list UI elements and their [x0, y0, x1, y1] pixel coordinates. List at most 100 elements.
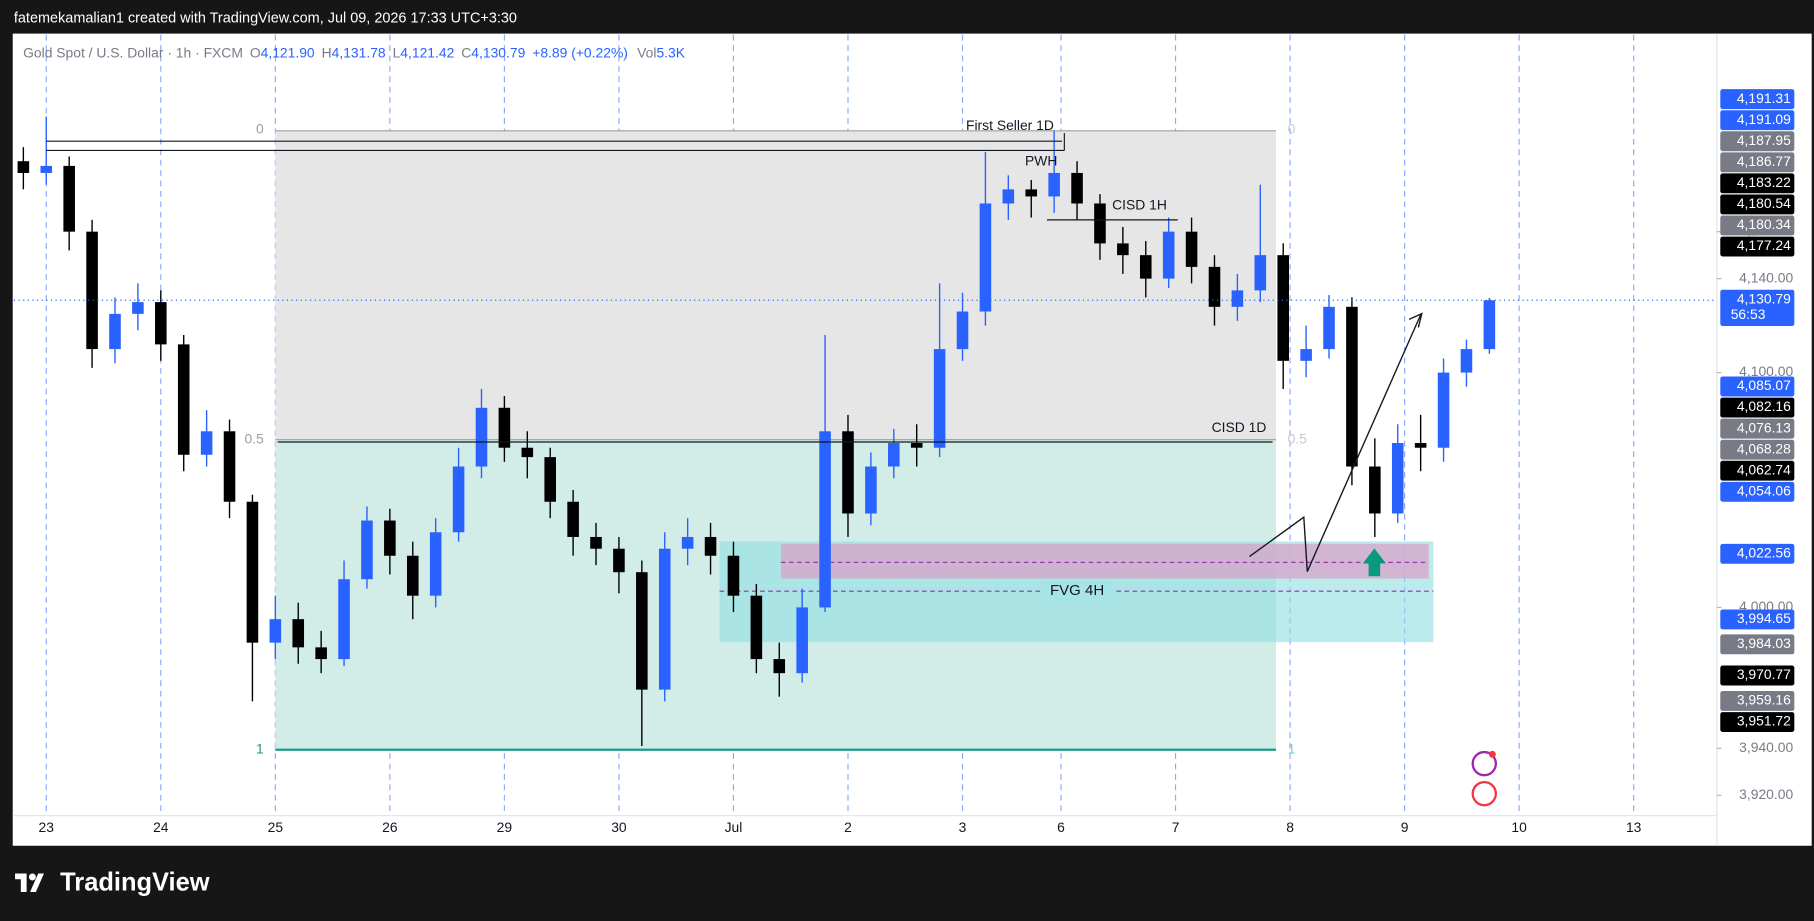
candle-body [1391, 443, 1404, 514]
event-dot [1488, 750, 1496, 758]
arrow-head [1408, 312, 1423, 328]
fib-retracement: 0 0.5 1 0 0.5 1 [244, 120, 1307, 756]
legend-key: C [461, 44, 471, 60]
logo-mark [15, 873, 44, 893]
price-label: 4,062.74 [1737, 461, 1791, 477]
price-label: 4,082.16 [1737, 398, 1791, 414]
fib-label: 0 [256, 120, 264, 136]
candle-body [842, 431, 854, 514]
price-label: 4,180.34 [1737, 216, 1791, 232]
x-tick-label: 23 [39, 819, 55, 835]
legend-change: +8.89 (+0.22%) [532, 44, 628, 60]
fvg-zone: FVG 4H [719, 541, 1434, 643]
price-label-box [1720, 152, 1795, 173]
price-label: 4,191.31 [1737, 90, 1791, 106]
candle-body [681, 536, 694, 549]
candle-body [1208, 266, 1221, 307]
candle-body [910, 443, 923, 448]
candle-body [200, 431, 213, 455]
price-label: 4,130.79 [1737, 290, 1791, 306]
candle-body [796, 607, 808, 674]
event-icon [1471, 780, 1498, 807]
x-tick-label: 3 [959, 819, 967, 835]
candle-body [109, 313, 121, 350]
legend-key: O [250, 44, 261, 60]
candle-body [590, 536, 602, 549]
candle-body [40, 165, 53, 173]
candle-body [1483, 300, 1496, 350]
price-label-box [1720, 89, 1795, 110]
candle-body [452, 466, 465, 533]
candle-body [704, 536, 717, 556]
annotation-label: CISD 1D [1212, 419, 1267, 435]
candle-body [1162, 231, 1175, 279]
candle-body [613, 548, 625, 573]
candle-body [269, 619, 282, 643]
candle-body [658, 548, 671, 690]
price-label: 4,183.22 [1737, 174, 1791, 190]
candle-body [727, 555, 740, 596]
candle-body [429, 532, 442, 596]
x-tick-label: 10 [1511, 819, 1527, 835]
fib-upper-zone [275, 130, 1277, 440]
candle-body [155, 302, 167, 345]
legend-value: 4,131.78 [332, 44, 386, 60]
x-tick-label: Jul [725, 819, 743, 835]
footer-logo: TradingView [60, 869, 210, 897]
legend: Gold Spot / U.S. Dollar · 1h · FXCM O4,12… [23, 44, 686, 60]
price-label-box [1720, 418, 1795, 439]
candle-body [1025, 189, 1038, 197]
candle-body [956, 311, 969, 350]
x-tick-label: 29 [497, 819, 513, 835]
fib-label: 1 [1288, 740, 1296, 756]
candle-body [1094, 203, 1106, 244]
x-tick-label: 24 [153, 819, 169, 835]
fib-label: 1 [256, 740, 264, 756]
price-label-box [1720, 665, 1795, 686]
price-label: 3,994.65 [1737, 610, 1791, 626]
price-label-box [1720, 173, 1795, 194]
candle-body [819, 431, 831, 608]
candle-body [544, 457, 556, 502]
price-label-box [1720, 712, 1795, 732]
price-label-box [1720, 289, 1795, 327]
price-label: 4,085.07 [1737, 377, 1791, 393]
up-arrow [1362, 548, 1386, 577]
x-tick-label: 26 [382, 819, 398, 835]
candle-body [1323, 306, 1335, 350]
legend-value: 4,121.42 [400, 44, 454, 60]
candle-body [773, 659, 786, 674]
price-label: 3,951.72 [1737, 713, 1791, 729]
x-tick-label: 2 [844, 819, 852, 835]
candle-body [1300, 349, 1312, 361]
x-tick-label: 6 [1057, 819, 1065, 835]
annotation-label: PWH [1025, 153, 1057, 169]
axes: 232425262930Jul23678910134,160.004,140.0… [39, 89, 1795, 835]
candle-body [933, 349, 946, 448]
candles [13, 116, 1717, 746]
price-label: 4,054.06 [1737, 482, 1791, 498]
x-tick-label: 7 [1172, 819, 1180, 835]
legend-value: 5.3K [656, 44, 685, 60]
x-tick-label: 13 [1626, 819, 1642, 835]
candle-body [132, 302, 144, 314]
price-label: 4,186.77 [1737, 153, 1791, 169]
candle-body [475, 407, 488, 467]
x-tick-label: 8 [1286, 819, 1294, 835]
annotation-label: First Seller 1D [966, 117, 1054, 133]
candle-body [1254, 255, 1267, 291]
candle-body [636, 572, 648, 690]
candle-body [521, 447, 534, 458]
legend-key: Vol [637, 44, 656, 60]
fvg-label: FVG 4H [1050, 582, 1104, 599]
y-tick-label: 3,940.00 [1739, 739, 1793, 755]
candle-body [1346, 306, 1358, 467]
event-icons [1471, 750, 1498, 807]
y-tick-label: 4,140.00 [1739, 269, 1793, 285]
legend-key: L [393, 44, 401, 60]
header: fatemekamalian1 created with TradingView… [14, 10, 517, 26]
price-label: 4,187.95 [1737, 132, 1791, 148]
x-tick-label: 25 [268, 819, 284, 835]
